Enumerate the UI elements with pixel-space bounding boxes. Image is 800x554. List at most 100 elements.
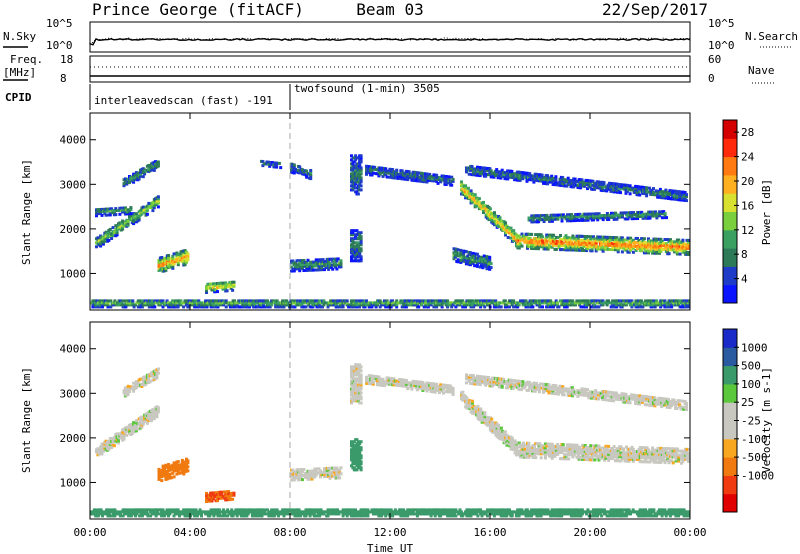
data-cell — [123, 177, 127, 181]
data-cell — [123, 206, 127, 210]
data-cell — [573, 177, 577, 181]
data-cell — [95, 210, 98, 214]
data-cell — [160, 256, 164, 259]
data-cell — [172, 262, 176, 266]
data-cell — [356, 399, 360, 403]
data-cell — [314, 469, 318, 473]
data-cell — [614, 211, 618, 215]
data-cell — [553, 215, 557, 219]
data-cell — [314, 264, 318, 268]
data-cell — [473, 303, 477, 307]
data-cell — [334, 263, 337, 267]
freq-label: Freq. — [10, 53, 43, 66]
date-label: 22/Sep/2017 — [602, 0, 708, 19]
data-cell — [590, 249, 594, 253]
data-cell — [510, 303, 514, 307]
data-cell — [378, 168, 382, 172]
data-cell — [568, 244, 572, 248]
power-ylabel: Slant Range [km] — [20, 159, 33, 265]
data-cell — [459, 250, 463, 254]
data-cell — [355, 190, 359, 194]
data-cell — [537, 241, 540, 245]
data-cell — [631, 301, 635, 305]
data-cell — [582, 249, 586, 252]
data-cell — [261, 303, 265, 307]
data-cell — [459, 248, 463, 252]
data-cell — [158, 268, 162, 272]
data-cell — [339, 472, 343, 476]
data-cell — [502, 301, 506, 305]
data-cell — [664, 196, 668, 200]
data-cell — [569, 183, 573, 187]
data-cell — [524, 305, 528, 309]
data-cell — [211, 284, 215, 288]
data-cell — [359, 188, 363, 192]
data-cell — [510, 171, 514, 175]
data-cell — [546, 182, 550, 186]
data-cell — [499, 219, 503, 223]
data-cell — [158, 262, 162, 266]
data-cell — [209, 282, 213, 286]
data-cell — [594, 182, 598, 186]
data-cell — [640, 210, 644, 214]
data-cell — [410, 299, 414, 303]
data-cell — [351, 239, 355, 243]
data-cell — [612, 215, 616, 219]
data-cell — [475, 262, 479, 266]
data-cell — [160, 258, 164, 261]
data-cell — [301, 470, 304, 473]
data-cell — [551, 178, 555, 182]
data-cell — [540, 179, 544, 183]
data-cell — [542, 220, 546, 223]
data-cell — [139, 377, 142, 381]
data-cell — [356, 444, 360, 448]
data-cell — [359, 178, 363, 182]
data-cell — [370, 303, 374, 307]
data-cell — [553, 243, 557, 247]
data-cell — [207, 284, 211, 288]
data-cell — [649, 210, 653, 214]
data-cell — [176, 470, 180, 474]
data-cell — [332, 470, 336, 474]
data-cell — [229, 286, 233, 290]
data-cell — [592, 183, 596, 187]
data-cell — [594, 241, 598, 245]
data-cell — [534, 299, 538, 303]
data-cell — [402, 301, 406, 305]
data-cell — [620, 236, 624, 240]
data-cell — [516, 305, 520, 309]
data-cell — [317, 467, 321, 471]
data-cell — [462, 253, 466, 257]
data-cell — [156, 162, 160, 166]
data-cell — [525, 179, 529, 183]
data-cell — [122, 437, 126, 441]
data-cell — [175, 472, 179, 476]
data-cell — [359, 385, 363, 389]
data-cell — [636, 237, 639, 240]
data-cell — [121, 210, 125, 214]
data-cell — [653, 305, 657, 309]
data-cell — [464, 184, 468, 188]
data-cell — [622, 244, 626, 248]
data-cell — [551, 176, 555, 180]
data-cell — [668, 301, 672, 305]
data-cell — [592, 187, 596, 191]
data-cell — [564, 234, 568, 238]
data-cell — [546, 235, 550, 239]
data-cell — [296, 299, 300, 303]
data-cell — [352, 452, 356, 456]
data-cell — [168, 472, 172, 476]
data-cell — [143, 299, 147, 303]
data-cell — [504, 233, 507, 237]
data-cell — [432, 179, 436, 183]
data-cell — [471, 251, 475, 255]
data-cell — [518, 176, 522, 180]
data-cell — [491, 173, 495, 177]
data-cell — [414, 386, 418, 390]
data-cell — [540, 173, 544, 177]
data-cell — [685, 195, 688, 199]
data-cell — [224, 287, 228, 291]
data-cell — [589, 235, 593, 239]
data-cell — [121, 227, 125, 231]
